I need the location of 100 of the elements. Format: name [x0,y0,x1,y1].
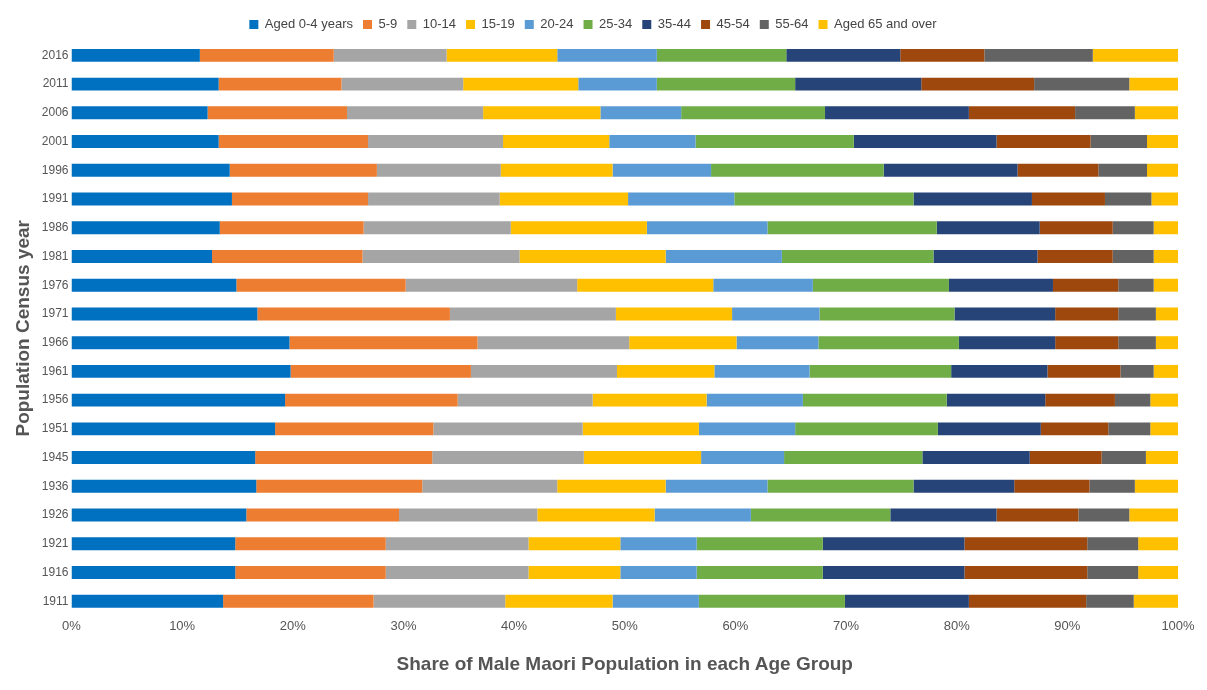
bar [996,135,1091,149]
bar [71,163,230,177]
y-tick-label: 1921 [41,536,69,551]
bar [996,508,1079,522]
bar [600,106,682,120]
bar [285,393,458,407]
bar [1034,77,1130,91]
bar [802,393,947,407]
bar [219,221,364,235]
bar [557,479,666,493]
bar [1098,163,1148,177]
bar [784,451,923,465]
bar [1120,364,1154,378]
bar [698,422,796,436]
legend-label: 25-34 [599,16,633,32]
y-tick-label: 1996 [41,162,69,177]
bar [71,192,232,206]
bar [1031,192,1105,206]
bar [1138,566,1178,579]
bar [1087,537,1139,551]
bar [537,508,655,522]
bar [822,537,965,551]
bar [463,77,579,91]
bar [1040,422,1109,436]
y-tick-label: 1981 [41,248,69,263]
bar [457,393,593,407]
bar [376,163,501,177]
bar [483,106,601,120]
x-tick-label: 40% [501,617,528,633]
bar [528,566,621,579]
bar [446,48,558,62]
bar [235,566,386,579]
bar [1055,336,1119,350]
bar [1129,508,1178,522]
bar [964,537,1088,551]
bar [628,192,735,206]
bar [399,508,538,522]
legend-label: 35-44 [657,16,692,32]
bar [656,77,796,91]
bar [1145,451,1178,465]
bar [913,192,1032,206]
bar [71,336,290,350]
bar [1039,221,1113,235]
bar [256,479,423,493]
bar [1078,508,1130,522]
bar [385,537,529,551]
bar [948,278,1053,292]
y-tick-label: 1986 [41,220,69,235]
bar [71,422,276,436]
bar [503,135,610,149]
bar [1153,278,1178,292]
bar [921,77,1035,91]
x-tick-label: 100% [1161,617,1196,633]
bar [714,364,810,378]
bar [510,221,647,235]
bar [937,422,1041,436]
bar [1037,250,1113,263]
bar [853,135,997,149]
bar [1112,250,1154,263]
x-tick-label: 90% [1054,617,1081,633]
bar [71,77,219,91]
bar [528,537,621,551]
bar [1133,594,1178,608]
bar [71,393,286,407]
bar [696,537,823,551]
bar [964,566,1088,579]
bar [1045,393,1115,407]
bar [1104,192,1152,206]
bar [1114,393,1151,407]
bar [1092,48,1178,62]
bar [1147,135,1178,149]
legend-label: 10-14 [422,16,457,32]
bar [71,364,291,378]
bar [900,48,985,62]
bar [341,77,464,91]
bar [71,566,236,579]
bar [681,106,826,120]
bar [246,508,400,522]
bar [207,106,348,120]
bar [368,135,504,149]
bar [617,364,715,378]
bar [809,364,952,378]
bar [706,393,803,407]
bar [231,192,369,206]
bar [750,508,891,522]
bar [433,422,583,436]
bar [1086,594,1134,608]
bar [582,422,699,436]
bar [368,192,500,206]
bar [620,566,697,579]
bar [373,594,506,608]
y-tick-label: 1926 [41,507,69,522]
bar [1017,163,1099,177]
bar [71,594,224,608]
bar [711,163,884,177]
x-tick-label: 20% [279,617,307,633]
legend-label: 45-54 [716,16,750,32]
bar [812,278,949,292]
y-tick-label: 1971 [41,306,69,321]
bar [289,336,478,350]
